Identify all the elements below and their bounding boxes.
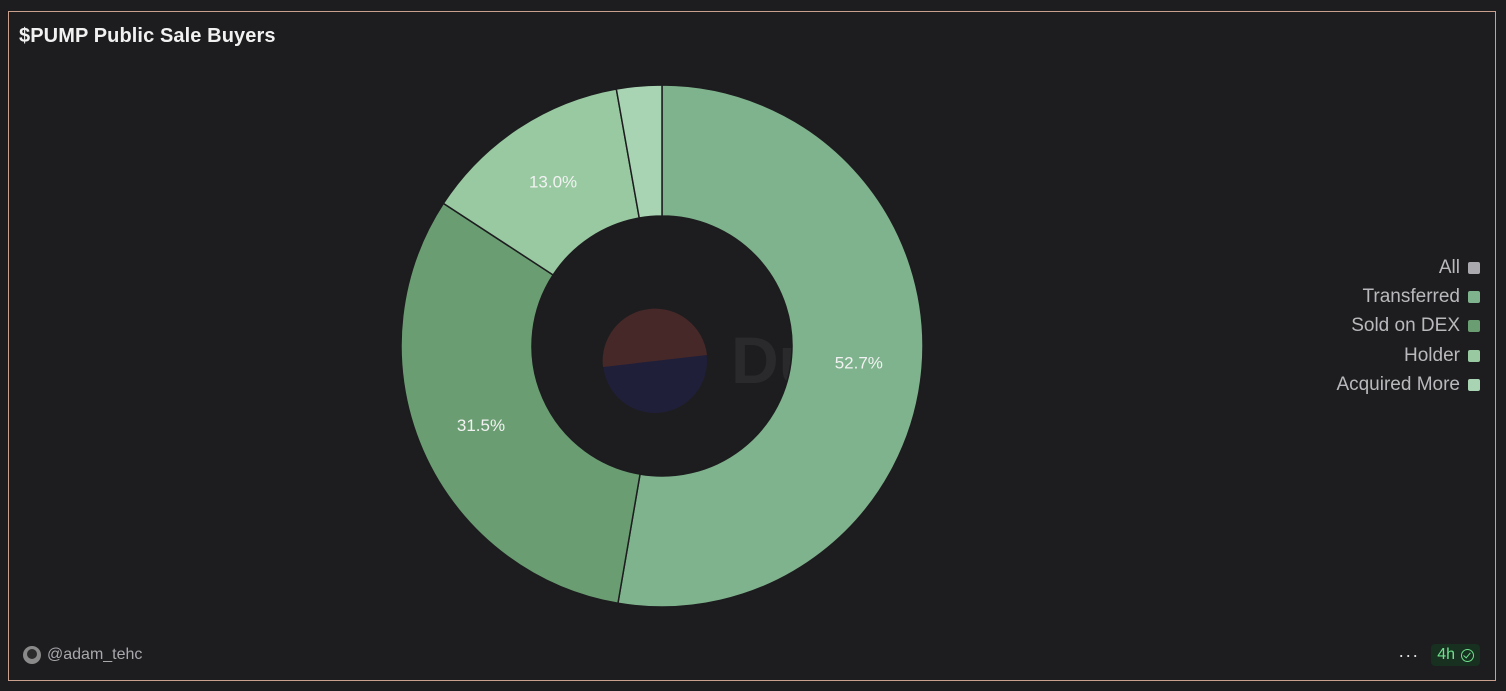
slice-acquired-more[interactable] [615,84,663,219]
legend-swatch [1468,379,1480,392]
donut-chart: Dune 52.7%31.5%13.0% [400,84,924,608]
legend-label: All [1438,256,1460,278]
more-options-button[interactable]: ··· [1398,644,1420,665]
legend-swatch [1468,291,1480,304]
donut-labels: 52.7% 31.5% 13.0% [457,172,883,435]
card-actions: ··· 4h [1398,644,1480,666]
avatar [23,646,41,664]
legend-item-sold-on-dex[interactable]: Sold on DEX [1336,312,1480,341]
slice-label-holder: 13.0% [529,172,577,191]
slice-label-transferred: 52.7% [835,354,883,373]
legend-label: Holder [1404,344,1460,366]
legend-item-holder[interactable]: Holder [1336,341,1480,370]
slice-label-sold-on-dex: 31.5% [457,416,505,435]
chart-card: $PUMP Public Sale Buyers Dune 52.7%31.5%… [8,11,1496,681]
legend-label: Acquired More [1336,374,1460,396]
donut-slices [400,84,924,608]
legend-label: Sold on DEX [1351,315,1460,337]
legend-swatch [1468,261,1480,274]
legend-item-all[interactable]: All [1336,253,1480,282]
legend-swatch [1468,349,1480,362]
slice-sold-on-dex[interactable] [400,202,641,605]
chart-legend: All Transferred Sold on DEX Holder Acquired … [1336,253,1480,400]
author-name: @adam_tehc [47,646,143,663]
check-circle-icon [1461,648,1474,662]
legend-item-acquired-more[interactable]: Acquired More [1336,371,1480,400]
legend-item-transferred[interactable]: Transferred [1336,282,1480,311]
refresh-interval: 4h [1437,646,1455,663]
slice-transferred[interactable] [617,84,924,608]
author-link[interactable]: @adam_tehc [23,646,142,664]
legend-label: Transferred [1362,286,1461,308]
chart-title: $PUMP Public Sale Buyers [19,25,276,47]
legend-swatch [1468,320,1480,333]
refresh-badge[interactable]: 4h [1431,644,1480,666]
